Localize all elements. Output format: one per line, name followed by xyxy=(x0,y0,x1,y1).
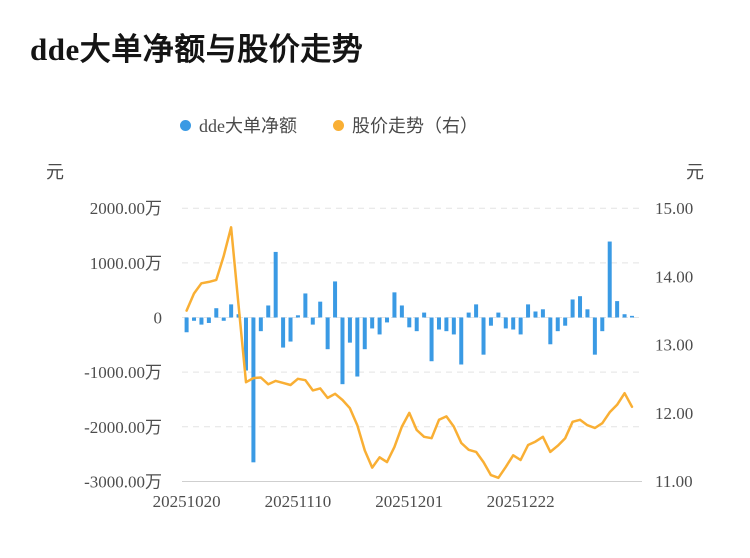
chart-title: dde大单净额与股价走势 xyxy=(30,32,364,67)
bar xyxy=(362,317,367,350)
legend-item-price[interactable]: 股价走势（右） xyxy=(333,112,478,138)
bar xyxy=(347,317,352,343)
bar xyxy=(629,315,634,318)
legend-dot-icon-price xyxy=(333,119,344,131)
bar xyxy=(355,317,360,377)
bar xyxy=(503,317,508,329)
left-tick-label: 0 xyxy=(154,309,163,328)
bar xyxy=(622,314,627,318)
bar xyxy=(459,317,464,365)
bar xyxy=(474,304,479,318)
bar xyxy=(214,308,219,318)
legend: dde大单净额 股价走势（右） xyxy=(180,113,478,137)
bar xyxy=(288,317,293,342)
bar xyxy=(540,309,545,318)
bar xyxy=(392,292,397,318)
right-tick-label: 15.00 xyxy=(655,199,693,218)
bar xyxy=(422,312,427,318)
x-tick-label: 20251020 xyxy=(153,492,221,511)
bar xyxy=(436,317,441,330)
bar xyxy=(429,317,434,362)
bar xyxy=(511,317,516,330)
left-tick-label: -1000.00万 xyxy=(84,363,162,382)
right-tick-label: 12.00 xyxy=(655,404,693,423)
right-tick-label: 14.00 xyxy=(655,267,693,286)
bar xyxy=(243,317,248,371)
bar xyxy=(258,317,263,332)
bar xyxy=(600,317,605,332)
bar xyxy=(273,251,278,318)
bar xyxy=(318,301,323,318)
left-axis-unit: 元 xyxy=(46,162,64,182)
bar xyxy=(310,317,315,325)
legend-label-price: 股价走势（右） xyxy=(352,116,478,136)
bar xyxy=(592,317,597,355)
right-axis-unit: 元 xyxy=(686,162,704,182)
bar-series xyxy=(184,241,634,463)
bar xyxy=(488,317,493,326)
left-tick-label: -3000.00万 xyxy=(84,472,162,491)
bar xyxy=(533,311,538,318)
bar xyxy=(184,317,189,333)
bar xyxy=(548,317,553,345)
bar xyxy=(496,312,501,318)
bar xyxy=(444,317,449,332)
legend-dot-icon-dde xyxy=(180,119,191,131)
bar xyxy=(555,317,560,332)
bar xyxy=(399,305,404,318)
right-tick-label: 13.00 xyxy=(655,336,693,355)
bar xyxy=(466,312,471,318)
bar xyxy=(370,317,375,329)
bar xyxy=(385,317,390,323)
x-tick-label: 20251110 xyxy=(265,492,332,511)
bar xyxy=(229,304,234,318)
right-tick-label: 11.00 xyxy=(655,472,693,491)
bar xyxy=(281,317,286,348)
bar xyxy=(325,317,330,350)
bar xyxy=(221,317,226,321)
bar xyxy=(526,304,531,318)
bar xyxy=(206,317,211,323)
x-tick-label: 20251222 xyxy=(487,492,555,511)
bar xyxy=(570,299,575,318)
bar xyxy=(518,317,523,335)
bar xyxy=(303,293,308,318)
bar xyxy=(295,315,300,318)
price-line xyxy=(185,226,634,480)
bar xyxy=(481,317,486,355)
bar xyxy=(377,317,382,335)
left-tick-label: -2000.00万 xyxy=(84,418,162,437)
bar xyxy=(451,317,456,335)
bar xyxy=(192,317,197,321)
x-tick-label: 20251201 xyxy=(375,492,443,511)
bar xyxy=(578,296,583,318)
bar xyxy=(585,309,590,318)
bar xyxy=(340,317,345,385)
left-tick-label: 1000.00万 xyxy=(90,254,162,273)
legend-item-dde[interactable]: dde大单净额 xyxy=(180,112,297,138)
bar xyxy=(414,317,419,332)
legend-label-dde: dde大单净额 xyxy=(199,116,297,136)
left-tick-label: 2000.00万 xyxy=(90,199,162,218)
bar xyxy=(407,317,412,328)
bar xyxy=(199,317,204,325)
bar xyxy=(563,317,568,326)
bar xyxy=(266,305,271,318)
bar xyxy=(607,241,612,318)
bar xyxy=(615,301,620,318)
bar xyxy=(333,281,338,318)
bar xyxy=(251,317,256,463)
